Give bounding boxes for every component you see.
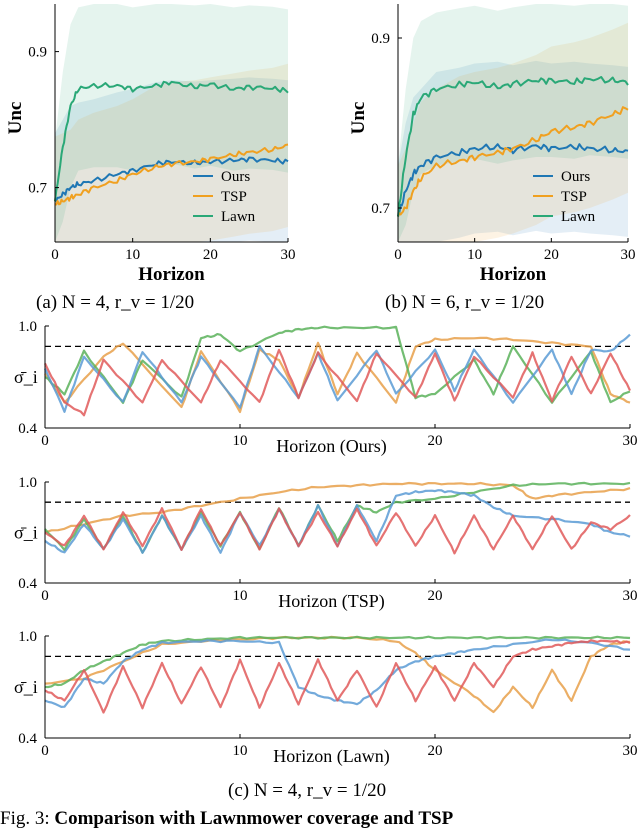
y-tick-label-1.0: 1.0: [18, 475, 37, 491]
y-tick-label-0.4: 0.4: [18, 731, 37, 747]
x-axis-label: Horizon (Lawn): [273, 746, 389, 767]
x-tick-label-10: 10: [233, 743, 248, 759]
y-axis-label: σ̄_i: [14, 367, 38, 387]
y-tick-label-0.7: 0.7: [28, 181, 47, 197]
series-tsp: [54, 143, 289, 206]
series-agent-1: [44, 481, 631, 534]
band-lawn: [55, 4, 288, 242]
y-tick-label-1.0: 1.0: [18, 319, 37, 335]
series-agent-4: [44, 639, 631, 714]
x-tick-label-10: 10: [467, 247, 482, 263]
x-tick-label-0: 0: [41, 588, 49, 604]
series-lawn: [397, 76, 629, 217]
series-agent-1: [44, 635, 631, 714]
y-tick-label-0.4: 0.4: [18, 421, 37, 437]
series-agent-3: [44, 489, 631, 554]
series-agent-3: [43, 333, 631, 413]
x-tick-label-20: 20: [428, 588, 443, 604]
y-tick-label-0.9: 0.9: [371, 31, 390, 47]
caption-b: (b) N = 6, r_v = 1/20: [385, 292, 544, 313]
x-tick-label-20: 20: [544, 247, 559, 263]
band-lawn: [398, 4, 628, 242]
x-tick-label-0: 0: [41, 433, 49, 449]
legend-label-ours: Ours: [221, 169, 250, 185]
x-axis-label: Horizon (TSP): [278, 591, 385, 612]
legend-label-ours: Ours: [561, 169, 590, 185]
caption-a: (a) N = 4, r_v = 1/20: [36, 292, 194, 313]
y-tick-label-1.0: 1.0: [18, 629, 37, 645]
y-tick-label-0.4: 0.4: [18, 576, 37, 592]
series-agent-1: [44, 336, 631, 414]
x-tick-label-0: 0: [41, 743, 49, 759]
x-tick-label-0: 0: [51, 247, 59, 263]
band-ours: [55, 77, 288, 243]
x-tick-label-10: 10: [233, 433, 248, 449]
x-tick-label-20: 20: [428, 743, 443, 759]
figure-label: Fig. 3:: [0, 808, 54, 828]
series-tsp: [397, 106, 629, 217]
y-tick-label-0.9: 0.9: [28, 45, 47, 61]
x-tick-label-10: 10: [125, 247, 140, 263]
legend-label-tsp: TSP: [561, 189, 587, 205]
y-tick-label-0.7: 0.7: [371, 201, 390, 217]
y-axis-label: σ̄_i: [14, 677, 38, 697]
x-tick-label-0: 0: [394, 247, 402, 263]
x-tick-label-20: 20: [203, 247, 218, 263]
x-axis-label: Horizon (Ours): [276, 436, 386, 457]
series-lawn: [54, 80, 289, 202]
legend-label-tsp: TSP: [221, 189, 247, 205]
series-agent-2: [45, 635, 631, 689]
legend-label-lawn: Lawn: [221, 209, 256, 225]
series-ours: [397, 143, 629, 217]
chart-c3: 0 10 20 30 0.4 1.0 Horizon (Lawn) σ̄_i: [14, 629, 638, 767]
band-tsp: [398, 22, 628, 243]
chart-b: 0 10 20 30 0.7 0.9 Horizon Unc Ours TSP Lawn: [348, 4, 636, 285]
legend-label-lawn: Lawn: [561, 209, 596, 225]
x-axis-label: Horizon: [138, 264, 205, 285]
chart-c2: 0 10 20 30 0.4 1.0 Horizon (TSP) σ̄_i: [14, 475, 638, 612]
x-tick-label-30: 30: [623, 588, 638, 604]
y-axis-label: Unc: [5, 102, 26, 135]
x-tick-label-30: 30: [623, 433, 638, 449]
series-agent-2: [44, 325, 631, 404]
series-agent-4: [44, 507, 631, 555]
series-agent-3: [44, 638, 631, 708]
chart-c1: 0 10 20 30 0.4 1.0 Horizon (Ours) σ̄_i: [14, 319, 638, 457]
x-axis-label: Horizon: [480, 264, 547, 285]
x-tick-label-30: 30: [621, 247, 636, 263]
figure-title: Comparison with Lawnmower coverage and T…: [54, 808, 453, 828]
figure-caption: Fig. 3: Comparison with Lawnmower covera…: [0, 808, 454, 828]
x-tick-label-30: 30: [281, 247, 296, 263]
band-tsp: [55, 63, 288, 242]
y-axis-label: Unc: [348, 102, 369, 135]
x-tick-label-30: 30: [623, 743, 638, 759]
x-tick-label-10: 10: [233, 588, 248, 604]
caption-c: (c) N = 4, r_v = 1/20: [228, 780, 386, 801]
y-axis-label: σ̄_i: [14, 523, 38, 543]
series-agent-4: [44, 348, 632, 417]
chart-a: 0 10 20 30 0.7 0.9 Horizon Unc Ours TSP Lawn: [5, 4, 296, 285]
x-tick-label-20: 20: [428, 433, 443, 449]
